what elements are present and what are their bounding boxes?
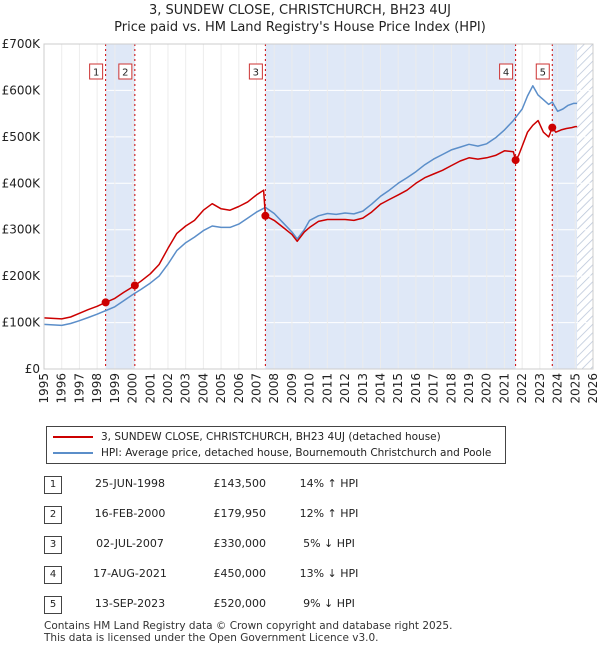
- x-tick-label: 1997: [72, 373, 86, 404]
- legend-item-price: 3, SUNDEW CLOSE, CHRISTCHURCH, BH23 4UJ …: [53, 429, 441, 445]
- sale-point: [548, 123, 557, 132]
- x-tick-label: 2012: [338, 373, 352, 404]
- sale-date: 02-JUL-2007: [96, 537, 164, 550]
- sale-date: 25-JUN-1998: [94, 477, 166, 490]
- table-row: 1 25-JUN-1998 £143,500 14% ↑ HPI: [44, 476, 444, 496]
- x-tick-label: 2000: [126, 373, 140, 404]
- x-tick-label: 1998: [90, 373, 104, 404]
- shaded-span: [552, 44, 578, 369]
- x-tick-label: 2015: [391, 373, 405, 404]
- legend-swatch-price: [53, 436, 93, 438]
- sale-point: [261, 211, 270, 220]
- legend-swatch-hpi: [53, 452, 93, 454]
- x-tick-label: 2009: [285, 373, 299, 404]
- x-tick-label: 2007: [250, 373, 264, 404]
- hpi-line: [43, 85, 578, 327]
- sale-label: 4: [503, 68, 509, 79]
- y-tick-label: £0: [25, 362, 40, 376]
- sale-price: £450,000: [213, 567, 267, 580]
- legend: 3, SUNDEW CLOSE, CHRISTCHURCH, BH23 4UJ …: [46, 426, 506, 464]
- y-tick-label: £100K: [2, 316, 42, 330]
- x-tick-label: 2006: [232, 373, 246, 404]
- sale-date: 16-FEB-2000: [94, 507, 166, 520]
- x-tick-label: 2018: [444, 373, 458, 404]
- x-tick-label: 2010: [303, 373, 317, 404]
- x-tick-label: 2019: [462, 373, 476, 404]
- x-tick-label: 2022: [515, 373, 529, 404]
- y-tick-label: £200K: [2, 269, 42, 283]
- x-tick-label: 2008: [267, 373, 281, 404]
- footer-copyright: Contains HM Land Registry data © Crown c…: [44, 620, 453, 632]
- sale-number: 5: [44, 596, 62, 614]
- sale-number: 3: [44, 536, 62, 554]
- sale-date: 17-AUG-2021: [93, 567, 167, 580]
- x-tick-label: 1999: [108, 373, 122, 404]
- x-tick-label: 1996: [55, 373, 69, 404]
- plot-frame: [43, 43, 594, 370]
- x-tick-label: 1995: [37, 373, 51, 404]
- table-row: 5 13-SEP-2023 £520,000 9% ↓ HPI: [44, 596, 444, 616]
- x-tick-label: 2005: [214, 373, 228, 404]
- x-tick-label: 2021: [497, 373, 511, 404]
- x-tick-label: 2001: [143, 373, 157, 404]
- sale-label-box: [118, 63, 133, 80]
- y-tick-label: £500K: [2, 130, 42, 144]
- price-chart: 1 2 3 4 5 £0 £100K £200K £300K £400K £500K £600K £70…: [2, 37, 600, 404]
- sale-hpi-diff: 13% ↓ HPI: [299, 567, 359, 580]
- sale-number: 4: [44, 566, 62, 584]
- x-tick-label: 2014: [373, 373, 387, 404]
- sale-hpi-diff: 5% ↓ HPI: [303, 537, 355, 550]
- sale-number: 2: [44, 506, 62, 524]
- sale-label: 5: [540, 68, 546, 79]
- table-row: 4 17-AUG-2021 £450,000 13% ↓ HPI: [44, 566, 444, 586]
- y-tick-label: £600K: [2, 83, 42, 97]
- sale-label-box: [89, 63, 104, 80]
- sale-label: 1: [93, 68, 99, 79]
- sale-hpi-diff: 9% ↓ HPI: [303, 597, 355, 610]
- x-tick-label: 2024: [551, 373, 565, 404]
- sale-point: [101, 298, 110, 307]
- x-tick-label: 2017: [427, 373, 441, 404]
- x-tick-label: 2016: [409, 373, 423, 404]
- x-tick-label: 2026: [586, 373, 600, 404]
- sale-price: £179,950: [213, 507, 267, 520]
- chart-title: 3, SUNDEW CLOSE, CHRISTCHURCH, BH23 4UJ: [148, 3, 452, 18]
- shaded-span: [105, 44, 135, 369]
- y-tick-label: £400K: [2, 176, 42, 190]
- x-tick-label: 2023: [533, 373, 547, 404]
- sale-hpi-diff: 14% ↑ HPI: [299, 477, 359, 490]
- x-tick-label: 2025: [568, 373, 582, 404]
- x-tick-label: 2002: [161, 373, 175, 404]
- sale-label-box: [248, 63, 263, 80]
- x-tick-label: 2011: [320, 373, 334, 404]
- table-row: 2 16-FEB-2000 £179,950 12% ↑ HPI: [44, 506, 444, 526]
- table-row: 3 02-JUL-2007 £330,000 5% ↓ HPI: [44, 536, 444, 556]
- sale-price: £520,000: [213, 597, 267, 610]
- shaded-span: [265, 44, 516, 369]
- x-tick-label: 2013: [356, 373, 370, 404]
- sale-hpi-diff: 12% ↑ HPI: [299, 507, 359, 520]
- sale-label: 2: [122, 68, 128, 79]
- sale-number: 1: [44, 476, 62, 494]
- sale-label-box: [535, 63, 550, 80]
- y-tick-label: £300K: [2, 223, 42, 237]
- x-tick-label: 2020: [480, 373, 494, 404]
- sale-price: £143,500: [213, 477, 267, 490]
- legend-label-price: 3, SUNDEW CLOSE, CHRISTCHURCH, BH23 4UJ …: [101, 431, 441, 443]
- legend-item-hpi: HPI: Average price, detached house, Bour…: [53, 445, 491, 461]
- sale-price: £330,000: [213, 537, 267, 550]
- y-tick-label: £700K: [2, 37, 42, 51]
- sale-label-box: [499, 63, 514, 80]
- chart-subtitle: Price paid vs. HM Land Registry's House …: [114, 20, 486, 35]
- sale-point: [511, 156, 520, 165]
- x-tick-label: 2003: [179, 373, 193, 404]
- price-paid-line: [43, 119, 578, 320]
- sale-label: 3: [253, 68, 259, 79]
- footer-licence: This data is licensed under the Open Gov…: [44, 632, 379, 644]
- legend-label-hpi: HPI: Average price, detached house, Bour…: [101, 447, 492, 459]
- sale-point: [130, 281, 139, 290]
- sale-date: 13-SEP-2023: [94, 597, 166, 610]
- x-tick-label: 2004: [196, 373, 210, 404]
- future-hatch: [577, 44, 593, 369]
